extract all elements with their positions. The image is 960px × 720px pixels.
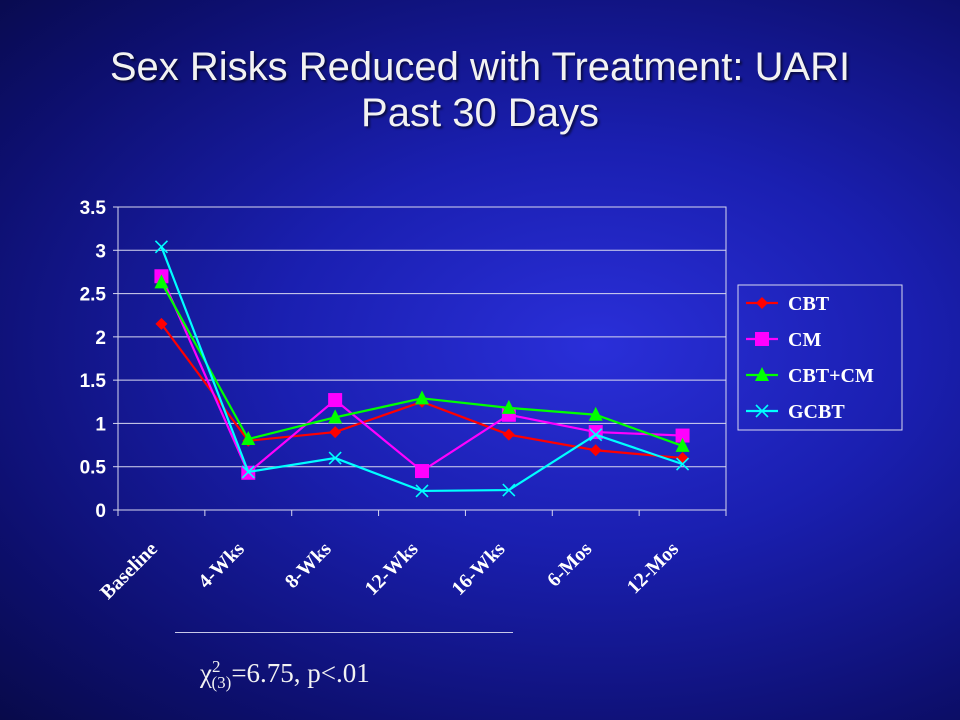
data-point-gcbt	[589, 428, 603, 442]
y-tick-label: 3.5	[80, 198, 107, 219]
data-point-cbt	[329, 426, 342, 439]
data-point-cm	[328, 393, 343, 408]
annotation-divider	[175, 632, 513, 633]
y-tick-label: 2.5	[80, 285, 107, 306]
x-tick-label: 16-Wks	[447, 538, 509, 600]
legend-marker-cbt-cm	[755, 367, 769, 381]
x-tick-label: 4-Wks	[194, 538, 249, 593]
y-tick-label: 1.5	[80, 371, 107, 392]
legend-label-gcbt: GCBT	[788, 401, 845, 423]
data-point-cbt-cm	[154, 274, 169, 289]
data-point-cbt-cm	[588, 406, 603, 421]
chi-symbol: χ	[200, 658, 212, 688]
x-tick-label: 8-Wks	[281, 538, 336, 593]
x-tick-label: 12-Mos	[623, 538, 683, 598]
data-point-cbt-cm	[241, 431, 256, 446]
legend-label-cbt-cm: CBT+CM	[788, 365, 874, 387]
legend-marker-cm	[755, 332, 769, 346]
data-point-gcbt	[502, 483, 516, 497]
data-point-cm	[415, 464, 429, 479]
data-point-cbt-cm	[328, 409, 343, 424]
y-tick-label: 3	[95, 241, 106, 262]
data-point-gcbt	[415, 484, 429, 498]
x-tick-label: Baseline	[96, 538, 162, 604]
data-point-cbt-cm	[675, 437, 690, 452]
slide-title: Sex Risks Reduced with Treatment: UARI P…	[60, 44, 900, 136]
legend-marker-cbt	[756, 297, 768, 309]
y-tick-label: 0	[95, 501, 106, 522]
chi-superscript: 2	[211, 657, 221, 676]
data-point-cbt-cm	[415, 390, 429, 405]
chi-subscript: (3)	[211, 673, 232, 693]
legend	[737, 284, 903, 431]
data-point-gcbt	[154, 240, 168, 254]
y-tick-label: 1	[95, 414, 106, 435]
data-point-cbt	[502, 428, 515, 441]
data-point-gcbt	[676, 457, 690, 471]
legend-label-cbt: CBT	[788, 293, 830, 315]
x-tick-label: 12-Wks	[361, 538, 423, 600]
data-point-cbt	[589, 444, 602, 457]
y-tick-label: 0.5	[80, 458, 107, 479]
title-line-1: Sex Risks Reduced with Treatment: UARI	[109, 45, 851, 89]
data-point-cbt	[155, 317, 168, 330]
title-line-2: Past 30 Days	[361, 91, 599, 135]
data-point-gcbt	[328, 451, 342, 465]
chi-square-annotation: χ2(3)=6.75, p<.01	[200, 650, 520, 700]
legend-label-cm: CM	[788, 329, 821, 351]
y-tick-label: 2	[95, 328, 106, 349]
data-point-gcbt	[241, 465, 255, 479]
data-point-cm	[675, 428, 690, 443]
data-point-cbt-cm	[501, 399, 516, 414]
x-tick-label: 6-Mos	[543, 538, 596, 591]
legend-marker-gcbt	[755, 404, 769, 418]
chi-result: =6.75, p<.01	[231, 658, 370, 688]
plot-area	[117, 206, 727, 511]
